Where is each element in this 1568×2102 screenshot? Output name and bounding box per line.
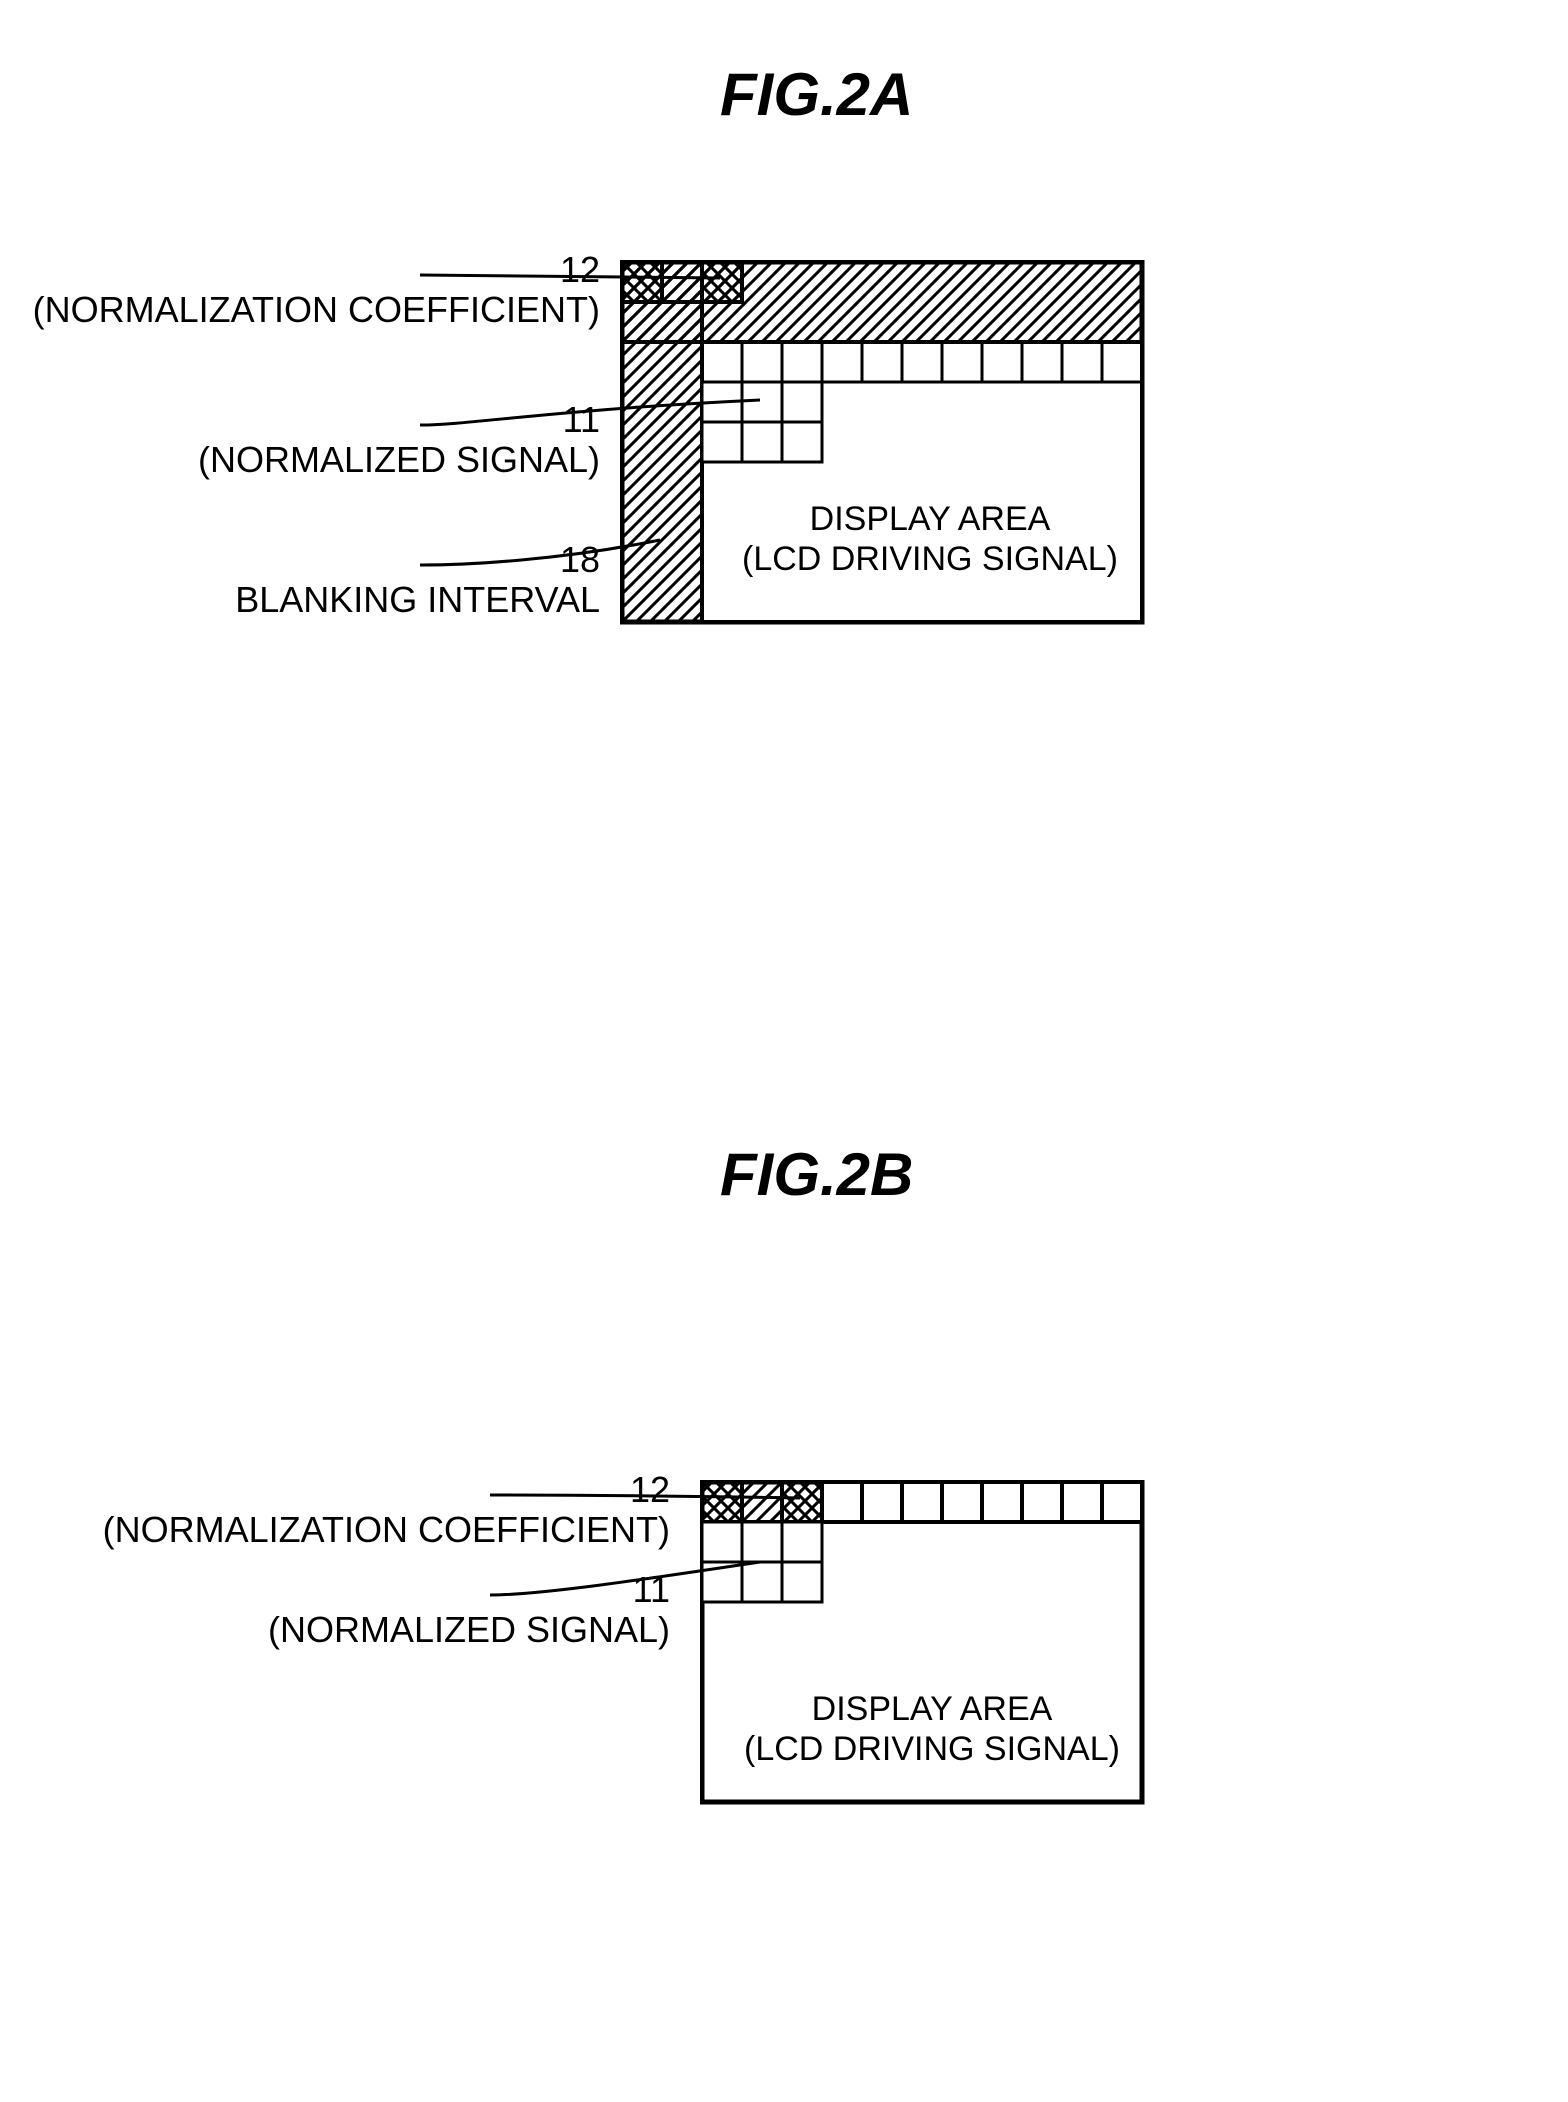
fig-b-leaders (0, 0, 1568, 2102)
